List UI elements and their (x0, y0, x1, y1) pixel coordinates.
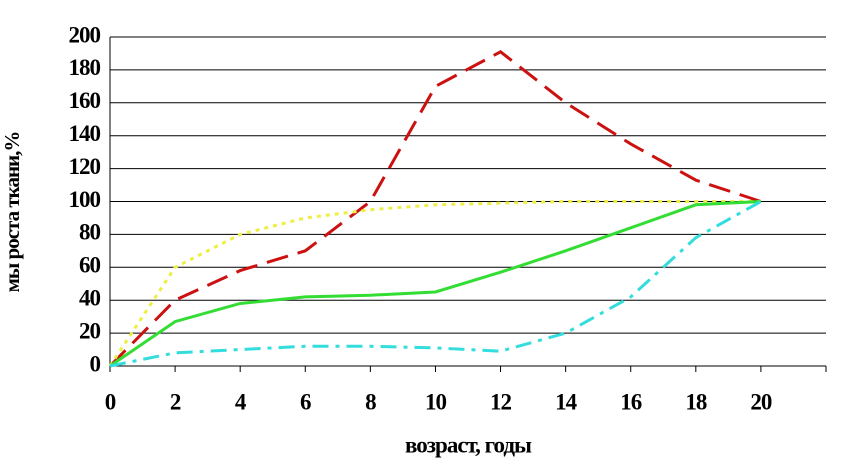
x-tick-label: 4 (235, 389, 247, 414)
y-tick-label: 60 (79, 253, 101, 278)
x-tick-label: 10 (425, 389, 447, 414)
x-tick-label: 12 (490, 389, 512, 414)
x-tick-label: 8 (365, 389, 376, 414)
y-tick-label: 120 (69, 154, 101, 179)
series-line (108, 50, 762, 368)
y-tick-label: 180 (69, 55, 101, 80)
x-tick-label: 18 (685, 389, 707, 414)
x-tick-label: 16 (620, 389, 642, 414)
y-tick-label: 100 (69, 187, 101, 212)
y-axis-label: мы роста ткани,% (0, 132, 24, 293)
y-tick-label: 80 (79, 220, 101, 245)
series-line (108, 200, 761, 367)
series-line (109, 200, 762, 368)
x-tick-label: 0 (105, 389, 116, 414)
x-tick-label: 20 (750, 389, 772, 414)
x-tick-label: 14 (555, 389, 578, 414)
series-line (109, 200, 761, 368)
y-tick-label: 160 (69, 88, 101, 113)
y-tick-label: 40 (79, 285, 101, 310)
x-tick-label: 2 (170, 389, 181, 414)
y-tick-label: 0 (90, 351, 101, 376)
y-tick-label: 140 (69, 121, 101, 146)
y-tick-label: 200 (69, 22, 101, 47)
x-tick-label: 6 (300, 389, 311, 414)
x-axis-label: возраст, годы (405, 432, 532, 457)
y-tick-label: 20 (79, 318, 101, 343)
